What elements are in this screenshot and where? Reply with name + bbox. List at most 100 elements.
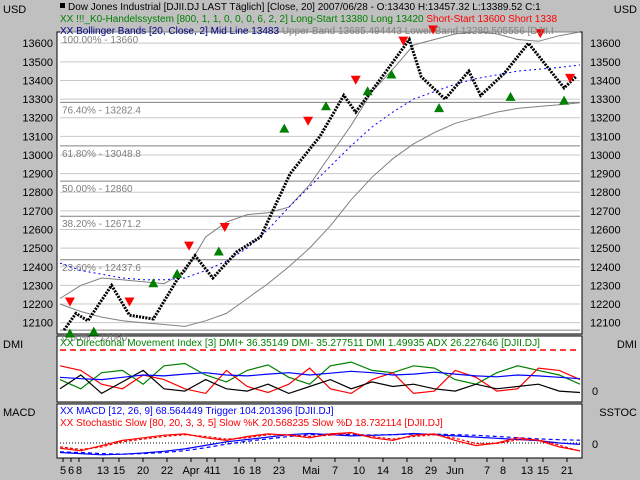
x-tick-label: 5 — [60, 465, 66, 477]
header-line-1: Dow Jones Industrial [DJII.DJ LAST Tägli… — [68, 2, 541, 13]
x-tick-label: 13 — [97, 465, 109, 477]
fib-label: 23.60% - 12437.6 — [62, 263, 141, 274]
long-signal-marker — [172, 268, 183, 278]
price-axis: 12100 12100 12200 12200 12300 12300 12400 12400… — [22, 38, 620, 330]
x-tick-label: 8 — [76, 465, 82, 477]
header-line-2a: XX !!!_K0-Handelssystem [800, 1, 1, 0, 0… — [60, 14, 426, 25]
y-tick-left: 12100 — [22, 318, 53, 330]
x-tick-label: 14 — [377, 465, 389, 477]
y-tick-left: 13100 — [22, 131, 53, 143]
unit-left: USD — [3, 4, 26, 16]
macd-series-trigger — [59, 433, 581, 455]
dmi-title: XX Directional Movement Index [3] DMI+ 3… — [60, 338, 540, 349]
kagi-path — [62, 36, 578, 331]
unit-right: USD — [614, 4, 637, 16]
y-tick-right: 12900 — [590, 169, 621, 181]
stoch-title: XX Stochastic Slow [80, 20, 3, 3, 5] Slo… — [60, 418, 443, 429]
fib-label: 0.00% - 12060 — [62, 333, 127, 344]
short-signal-marker — [64, 297, 75, 307]
y-tick-right: 12600 — [590, 225, 621, 237]
header-line-3a: XX Bollinger Bands [20, Close, 2] Mid Li… — [60, 26, 282, 37]
dmi-label-left: DMI — [3, 339, 23, 351]
dmi-lines — [59, 349, 581, 395]
bollinger-bands — [59, 31, 581, 327]
x-tick-label: Jun — [446, 465, 464, 477]
x-tick-label: 15 — [537, 465, 549, 477]
x-tick-label: 18 — [401, 465, 413, 477]
dmi-series-adx — [59, 370, 581, 381]
x-tick-label: 7 — [332, 465, 338, 477]
header-line-2: XX !!!_K0-Handelssystem [800, 1, 1, 0, 0… — [60, 14, 557, 25]
y-tick-right: 12400 — [590, 262, 621, 274]
header-marker — [60, 3, 65, 8]
x-tick-label: 18 — [249, 465, 261, 477]
x-tick-label: 29 — [425, 465, 437, 477]
y-tick-right: 13400 — [590, 75, 621, 87]
dmi-panel — [56, 335, 583, 403]
long-signal-marker — [213, 246, 224, 256]
macd-panel — [56, 403, 583, 459]
y-tick-left: 13200 — [22, 113, 53, 125]
y-tick-right: 12200 — [590, 299, 621, 311]
dmi-series-dmi — [59, 365, 581, 395]
x-tick-label: 10 — [353, 465, 365, 477]
fib-label: 50.00% - 12860 — [62, 184, 133, 195]
short-signal-marker — [428, 25, 439, 35]
y-tick-left: 13000 — [22, 150, 53, 162]
y-tick-left: 12400 — [22, 262, 53, 274]
dmi-zero: 0 — [592, 386, 598, 398]
y-tick-right: 12700 — [590, 206, 621, 218]
y-tick-right: 12300 — [590, 280, 621, 292]
y-tick-right: 12100 — [590, 318, 621, 330]
trade-signals — [64, 25, 576, 338]
y-tick-right: 13600 — [590, 38, 621, 50]
x-tick-label: 16 — [233, 465, 245, 477]
band-upper-band — [59, 31, 581, 299]
x-tick-label: 15 — [113, 465, 125, 477]
y-tick-right: 13500 — [590, 57, 621, 69]
x-tick-label: Apr — [182, 465, 199, 477]
x-tick-label: 13 — [521, 465, 533, 477]
y-tick-left: 12700 — [22, 206, 53, 218]
sstoc-label-right: SSTOC — [599, 407, 637, 419]
y-tick-right: 12500 — [590, 243, 621, 255]
short-signal-marker — [398, 36, 409, 46]
long-signal-marker — [64, 328, 75, 338]
short-signal-marker — [303, 116, 314, 126]
x-tick-label: 4 — [204, 465, 210, 477]
long-signal-marker — [362, 86, 373, 96]
header-line-2b: Short-Start 13600 Short 1338 — [426, 14, 557, 25]
long-signal-marker — [559, 95, 570, 105]
fib-label: 61.80% - 13048.8 — [62, 149, 141, 160]
y-tick-left: 12800 — [22, 187, 53, 199]
macd-series-slowd — [59, 432, 581, 452]
dmi-series-dmi — [59, 361, 581, 390]
x-tick-label: 20 — [137, 465, 149, 477]
y-tick-right: 13300 — [590, 94, 621, 106]
x-tick-label: 22 — [161, 465, 173, 477]
y-tick-left: 13500 — [22, 57, 53, 69]
date-axis: 5 6 8 13 15 20 22 Apr 4 11 16 18 23 Mai 7 10 14 18 29 Jun 7 8… — [60, 458, 573, 477]
macd-label-left: MACD — [3, 407, 35, 419]
fib-label: 100.00% - 13660 — [62, 35, 139, 46]
short-signal-marker — [219, 222, 230, 232]
long-signal-marker — [320, 101, 331, 111]
x-tick-label: Mai — [302, 465, 320, 477]
y-tick-left: 12900 — [22, 169, 53, 181]
fibonacci-levels: 100.00% - 13660 76.40% - 13282.4 61.80% - … — [60, 31, 580, 344]
macd-zero: 0 — [592, 439, 598, 451]
y-tick-left: 12500 — [22, 243, 53, 255]
macd-title: XX MACD [12, 26, 9] 68.564449 Trigger 10… — [60, 406, 334, 417]
kagi-line — [62, 36, 578, 331]
x-tick-label: 7 — [484, 465, 490, 477]
macd-lines — [59, 431, 581, 456]
long-signal-marker — [386, 69, 397, 79]
y-tick-left: 13300 — [22, 94, 53, 106]
y-tick-left: 13400 — [22, 75, 53, 87]
fib-label: 38.20% - 12671.2 — [62, 219, 141, 230]
y-tick-right: 13100 — [590, 131, 621, 143]
dmi-label-right: DMI — [617, 339, 637, 351]
short-signal-marker — [535, 29, 546, 39]
